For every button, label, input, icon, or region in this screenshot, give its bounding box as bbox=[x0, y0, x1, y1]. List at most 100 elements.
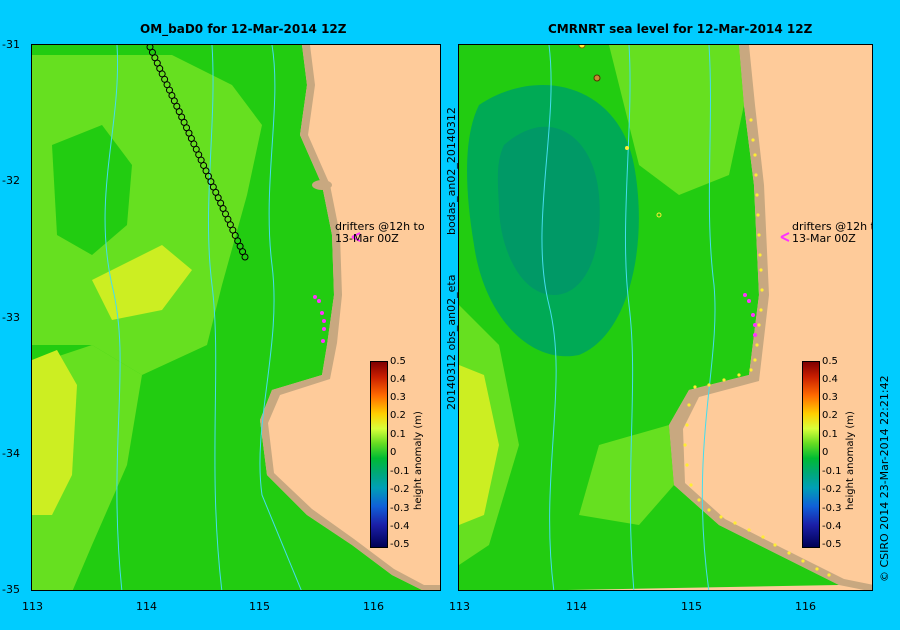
colorbar-tick: -0.3 bbox=[822, 503, 842, 514]
coastal-observation-point bbox=[719, 515, 723, 519]
coastal-observation-point bbox=[697, 498, 701, 502]
colorbar-title: height anomaly (m) bbox=[413, 411, 424, 510]
colorbar-tick: -0.5 bbox=[390, 539, 410, 550]
x-tick-label-left: 116 bbox=[363, 600, 384, 613]
colorbar-tick: -0.5 bbox=[822, 539, 842, 550]
colorbar-tick: 0.3 bbox=[390, 392, 406, 403]
coastal-observation-point bbox=[683, 443, 687, 447]
coastal-observation-point bbox=[773, 543, 777, 547]
coastal-observation-point bbox=[787, 551, 791, 555]
left-map-svg bbox=[32, 45, 440, 590]
colorbar-tick: -0.1 bbox=[390, 466, 410, 477]
colorbar-tick: -0.4 bbox=[822, 521, 842, 532]
drifter-positions bbox=[313, 295, 326, 343]
colorbar-tick: 0.2 bbox=[822, 410, 838, 421]
bathymetry-contour bbox=[625, 45, 635, 590]
drifter-track bbox=[146, 45, 249, 261]
sea-level-field-light bbox=[579, 425, 674, 525]
coastal-observation-point bbox=[759, 268, 763, 272]
side-label-bodas: bodas_an02_20140312 bbox=[445, 107, 458, 235]
coastal-observation-point bbox=[689, 483, 693, 487]
drifter-track-point bbox=[241, 253, 249, 261]
right-drifter-annotation: drifters @12h to 13-Mar 00Z bbox=[792, 220, 873, 245]
x-tick-label-left: 114 bbox=[136, 600, 157, 613]
x-tick-label-right: 114 bbox=[566, 600, 587, 613]
coastal-observation-point bbox=[707, 508, 711, 512]
coastal-observation-point bbox=[759, 308, 763, 312]
left-colorbar bbox=[370, 361, 388, 548]
colorbar-tick: 0.5 bbox=[822, 356, 838, 367]
coastal-observation-point bbox=[755, 343, 759, 347]
land bbox=[268, 45, 440, 585]
coastal-observation-point bbox=[815, 567, 819, 571]
bathymetry-contour bbox=[701, 45, 716, 590]
y-tick-label: -31 bbox=[2, 38, 20, 51]
colorbar-tick: 0.1 bbox=[390, 429, 406, 440]
coastal-observation-point bbox=[747, 528, 751, 532]
left-panel-title: OM_baD0 for 12-Mar-2014 12Z bbox=[140, 22, 347, 36]
coastal-observation-point bbox=[751, 138, 755, 142]
sea-level-field-teal-core bbox=[497, 126, 600, 295]
colorbar-tick: -0.3 bbox=[390, 503, 410, 514]
coastal-observation-point bbox=[761, 535, 765, 539]
coastal-observation-point bbox=[707, 383, 711, 387]
left-drifter-annotation: drifters @12h to 13-Mar 00Z bbox=[335, 220, 425, 245]
x-tick-label-right: 113 bbox=[449, 600, 470, 613]
coastal-observation-point bbox=[827, 573, 831, 577]
bathymetry-contour bbox=[207, 45, 223, 590]
side-label-obs: 20140312 obs_an02_eta bbox=[445, 274, 458, 410]
y-tick-label: -35 bbox=[2, 583, 20, 596]
coastal-observation-point bbox=[758, 253, 762, 257]
coastal-observation-point bbox=[685, 463, 689, 467]
y-tick-label: -34 bbox=[2, 447, 20, 460]
coastal-observation-point bbox=[749, 368, 753, 372]
bathymetry-contour bbox=[104, 45, 123, 590]
colorbar-tick: -0.1 bbox=[822, 466, 842, 477]
coastal-observation-point bbox=[754, 173, 758, 177]
x-tick-label-left: 115 bbox=[249, 600, 270, 613]
coastal-observation-point bbox=[757, 233, 761, 237]
copyright-label: © CSIRO 2014 23-Mar-2014 22:21:42 bbox=[878, 375, 891, 582]
coastal-observation-point bbox=[737, 373, 741, 377]
coastal-observation-point bbox=[756, 213, 760, 217]
drifter-positions bbox=[743, 293, 757, 337]
coastal-observation-point bbox=[722, 378, 726, 382]
colorbar-tick: 0.2 bbox=[390, 410, 406, 421]
sea-level-field-green-blob bbox=[52, 125, 132, 255]
colorbar-tick: 0.4 bbox=[390, 374, 406, 385]
colorbar-tick: 0 bbox=[822, 447, 829, 458]
coastal-observation-point bbox=[685, 423, 689, 427]
coastal-observation-point bbox=[753, 153, 757, 157]
y-tick-label: -33 bbox=[2, 311, 20, 324]
coastal-observation-point bbox=[757, 323, 761, 327]
sea-level-field-yellow bbox=[92, 245, 192, 320]
coastal-observation-point bbox=[760, 288, 764, 292]
coastal-observations bbox=[683, 118, 831, 577]
land bbox=[683, 45, 872, 585]
x-tick-label-left: 113 bbox=[22, 600, 43, 613]
coastal-observation-point bbox=[801, 559, 805, 563]
observation-points bbox=[578, 45, 662, 218]
left-map-panel: drifters @12h to 13-Mar 00Z bbox=[31, 44, 441, 591]
colorbar-tick: 0.4 bbox=[822, 374, 838, 385]
right-panel-title: CMRNRT sea level for 12-Mar-2014 12Z bbox=[548, 22, 813, 36]
right-map-panel: drifters @12h to 13-Mar 00Z bbox=[458, 44, 873, 591]
annotation-arrow-icon bbox=[780, 232, 790, 242]
coastal-observation-point bbox=[733, 521, 737, 525]
sea-level-field-yellow bbox=[32, 350, 77, 515]
colorbar-tick: 0.3 bbox=[822, 392, 838, 403]
x-tick-label-right: 115 bbox=[681, 600, 702, 613]
colorbar-tick: -0.2 bbox=[390, 484, 410, 495]
colorbar-tick: -0.2 bbox=[822, 484, 842, 495]
colorbar-tick: 0 bbox=[390, 447, 397, 458]
x-tick-label-right: 116 bbox=[795, 600, 816, 613]
bathymetry-contour bbox=[259, 45, 302, 590]
bathymetry-contour bbox=[541, 45, 557, 590]
colorbar-tick: 0.5 bbox=[390, 356, 406, 367]
right-map-svg bbox=[459, 45, 872, 590]
coastal-observation-point bbox=[753, 358, 757, 362]
sea-level-field-yellow bbox=[459, 365, 499, 525]
coastal-observation-point bbox=[687, 403, 691, 407]
right-colorbar bbox=[802, 361, 820, 548]
colorbar-title: height anomaly (m) bbox=[845, 411, 856, 510]
